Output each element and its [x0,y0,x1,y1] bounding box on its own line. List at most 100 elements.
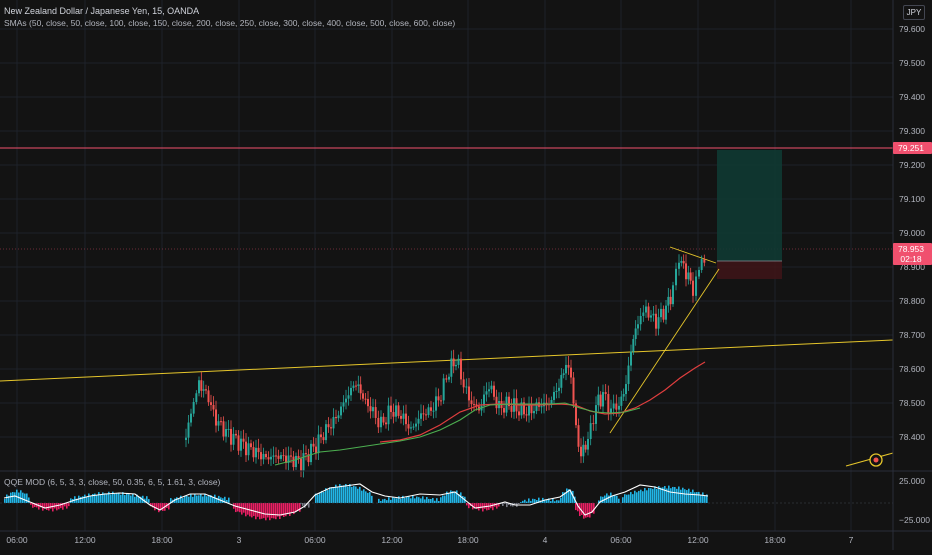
histogram-bar [506,503,508,508]
histogram-bar [704,495,706,503]
candle-body [275,455,277,457]
replay-target-icon[interactable] [869,453,883,467]
histogram-bar [241,503,243,515]
histogram-bar [68,503,70,507]
candle-body [415,423,417,427]
candle-body [387,405,390,425]
histogram-bar [100,494,102,503]
histogram-bar [534,499,536,503]
sma-indicator-legend[interactable]: SMAs (50, close, 50, close, 100, close, … [4,18,456,28]
histogram-bar [684,489,686,503]
histogram-bar [702,492,704,503]
histogram-bar [460,492,462,503]
candle-body [665,305,667,320]
candle-body [300,458,302,471]
histogram-bar [371,495,373,503]
histogram-bar [277,503,279,517]
histogram-bar [652,488,654,503]
candle-body [682,261,685,264]
histogram-bar [452,491,454,503]
histogram-bar [12,492,14,503]
histogram-bar [520,501,522,503]
histogram-bar [591,503,593,514]
histogram-bar [696,492,698,503]
current-price-tag-bg [893,243,932,265]
histogram-bar [361,490,363,503]
histogram-bar [122,492,124,503]
histogram-bar [422,496,424,503]
histogram-bar [700,494,702,503]
histogram-bar [632,494,634,503]
candle-body [647,306,650,318]
histogram-bar [102,492,104,503]
histogram-bar [622,497,624,503]
histogram-bar [289,503,291,516]
histogram-bar [496,503,498,509]
histogram-bar [386,500,388,503]
candle-body [462,379,465,388]
histogram-bar [626,494,628,503]
candle-body [297,455,300,459]
candle-body [255,447,257,458]
candle-body [535,402,538,412]
candle-body [473,404,475,406]
candle-body [420,413,422,419]
candle-body [312,443,315,447]
histogram-bar [184,495,186,503]
histogram-bar [384,498,386,503]
histogram-bar [430,499,432,503]
histogram-bar [602,496,604,503]
histogram-bar [88,493,90,503]
position-loss-zone [717,261,782,279]
candle-body [440,400,442,402]
histogram-bar [442,495,444,503]
candle-body [327,424,330,428]
time-tick-label: 18:00 [151,535,173,545]
candle-body [660,308,662,318]
histogram-bar [150,503,152,507]
histogram-bar [587,503,589,518]
candle-body [337,415,340,419]
time-tick-label: 06:00 [6,535,28,545]
price-tick-label: 78.500 [899,398,925,408]
histogram-bar [116,493,118,503]
currency-button[interactable]: JPY [903,5,925,20]
time-tick-label: 12:00 [74,535,96,545]
histogram-bar [694,492,696,503]
price-tick-label: 79.500 [899,58,925,68]
histogram-bar [267,503,269,518]
candle-body [432,410,435,412]
histogram-bar [30,503,32,505]
candle-body [528,405,530,416]
candle-body [427,407,430,416]
qqe-indicator-legend[interactable]: QQE MOD (6, 5, 3, 3, close, 50, 0.35, 6,… [4,477,221,487]
candle-body [205,389,207,391]
histogram-bar [247,503,249,515]
histogram-bar [642,491,644,503]
histogram-bar [583,503,585,519]
histogram-bar [434,500,436,503]
histogram-bar [390,499,392,503]
histogram-bar [345,484,347,503]
histogram-bar [536,499,538,503]
histogram-bar [52,503,54,512]
symbol-title[interactable]: New Zealand Dollar / Japanese Yen, 15, O… [4,6,200,16]
histogram-bar [706,494,708,503]
histogram-bar [279,503,281,520]
time-tick-label: 7 [849,535,854,545]
histogram-bar [353,485,355,503]
price-tick-label: 78.600 [899,364,925,374]
histogram-bar [265,503,267,521]
candle-body [508,396,510,407]
candle-body [592,423,595,425]
histogram-bar [550,501,552,503]
histogram-bar [546,499,548,503]
histogram-bar [22,492,24,503]
histogram-bar [192,496,194,503]
histogram-bar [662,487,664,503]
time-tick-label: 12:00 [381,535,403,545]
candle-body [382,416,385,423]
candle-body [317,434,320,453]
histogram-bar [297,503,299,511]
